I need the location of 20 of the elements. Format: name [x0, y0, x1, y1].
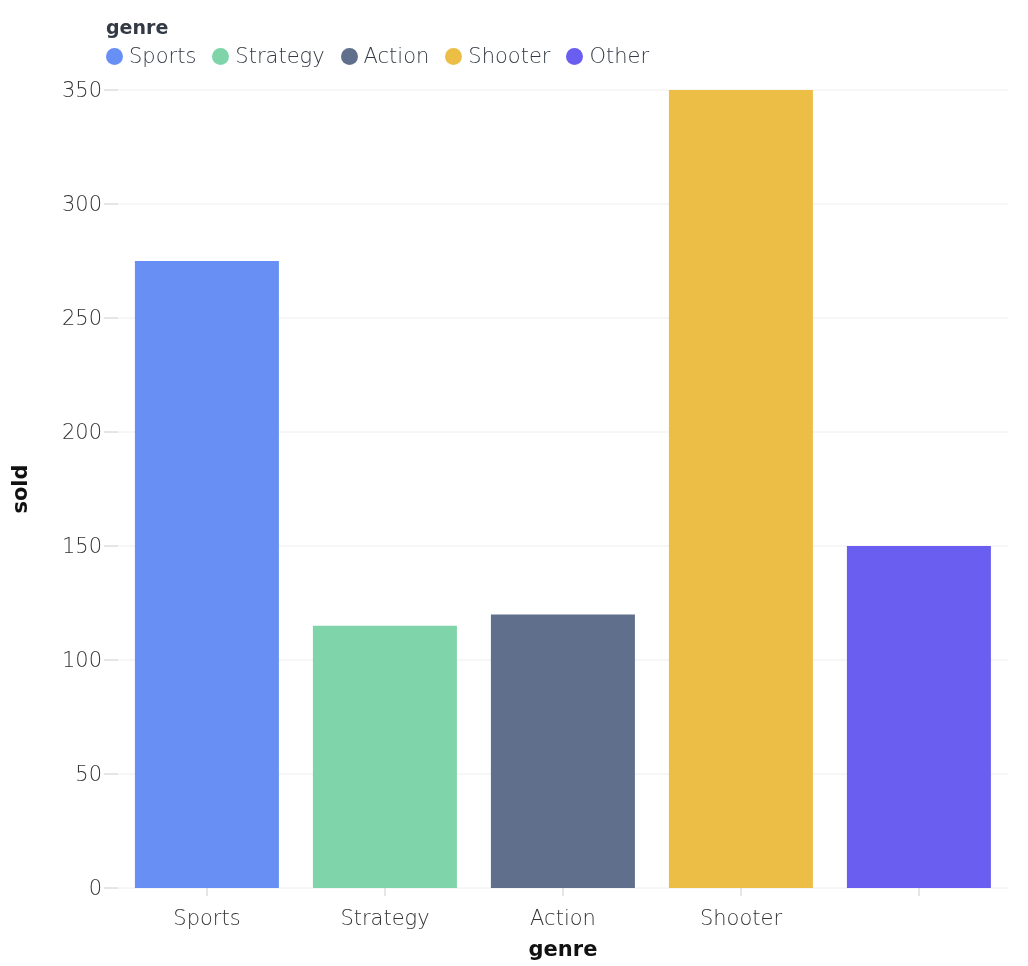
- legend-label: Action: [363, 44, 430, 68]
- y-tick-label: 300: [61, 192, 102, 217]
- y-axis-title: sold: [8, 464, 33, 514]
- y-tick-label: 350: [61, 78, 102, 103]
- x-tick-label: Strategy: [340, 905, 430, 930]
- legend-label: Strategy: [235, 44, 325, 68]
- y-tick-label: 0: [88, 876, 102, 901]
- y-tick-label: 50: [75, 762, 102, 787]
- legend-label: Sports: [129, 44, 197, 68]
- y-tick-label: 150: [61, 534, 102, 559]
- x-tick-label: Action: [530, 905, 596, 930]
- y-tick-label: 100: [61, 648, 102, 673]
- y-tick-label: 200: [61, 420, 102, 445]
- y-tick-label: 250: [61, 306, 102, 331]
- x-tick-label: Sports: [173, 905, 241, 930]
- legend-title: genre: [106, 16, 170, 38]
- x-axis-title: genre: [528, 937, 598, 961]
- legend-label: Shooter: [468, 44, 551, 68]
- x-tick-label: Shooter: [699, 905, 783, 930]
- legend-label: Other: [589, 44, 650, 68]
